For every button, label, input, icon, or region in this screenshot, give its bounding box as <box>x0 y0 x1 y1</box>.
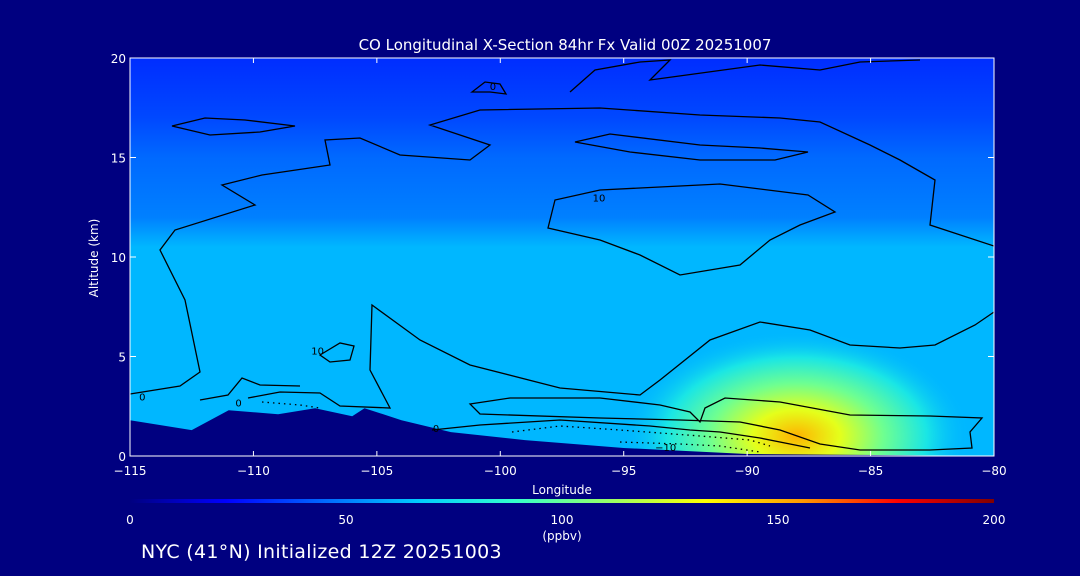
y-axis-label: Altitude (km) <box>87 219 101 298</box>
colorbar-strip <box>130 499 994 503</box>
colorbar: 0 50 100 150 200 (ppbv) <box>126 499 1005 543</box>
x-tick-label: −95 <box>611 464 636 478</box>
contour-line <box>468 397 984 451</box>
colorbar-tick-label: 150 <box>767 513 790 527</box>
contour-line <box>569 59 921 93</box>
contour-label: 0 <box>490 82 496 93</box>
x-axis-label: Longitude <box>532 483 592 497</box>
colorbar-tick-label: 0 <box>126 513 134 527</box>
colorbar-tick-label: 50 <box>338 513 353 527</box>
footer-caption: NYC (41°N) Initialized 12Z 20251003 <box>141 541 502 563</box>
co-plume <box>622 331 971 456</box>
contour-lines <box>130 59 994 453</box>
x-tick-label: −115 <box>114 464 147 478</box>
x-tick-label: −90 <box>734 464 759 478</box>
contour-line <box>574 133 809 161</box>
contour-label: 10 <box>593 193 606 204</box>
chart-title: CO Longitudinal X-Section 84hr Fx Valid … <box>359 36 772 54</box>
colorbar-units-label: (ppbv) <box>542 529 581 543</box>
contour-label: 10 <box>311 347 324 358</box>
contour-label: 0 <box>139 392 145 403</box>
contour-line <box>511 425 771 447</box>
y-tick-label: 0 <box>118 450 126 464</box>
x-tick-label: −105 <box>360 464 393 478</box>
contour-line <box>470 81 508 95</box>
y-tick-label: 15 <box>111 152 126 166</box>
contour-line <box>431 419 811 449</box>
x-tick-label: −100 <box>484 464 517 478</box>
contour-line <box>247 303 994 409</box>
contour-labels: 0 0 10 0 0 10 −10 <box>139 82 676 454</box>
contour-line <box>547 183 837 276</box>
contour-line <box>199 377 301 401</box>
contour-line <box>130 107 994 395</box>
x-axis: −115 −110 −105 −100 −95 −90 −85 −80 <box>114 58 1007 478</box>
x-tick-label: −80 <box>981 464 1006 478</box>
plot-area: 0 0 10 0 0 10 −10 <box>130 58 994 456</box>
contour-label: 0 <box>433 424 439 435</box>
contour-label: 0 <box>235 398 241 409</box>
y-tick-label: 10 <box>111 251 126 265</box>
x-tick-label: −110 <box>237 464 270 478</box>
colorbar-ticks: 0 50 100 150 200 <box>126 513 1005 527</box>
y-tick-label: 20 <box>111 52 126 66</box>
terrain-mask <box>130 408 994 456</box>
contour-line <box>171 117 296 136</box>
colorbar-tick-label: 100 <box>551 513 574 527</box>
contour-label: −10 <box>655 443 676 454</box>
contour-line <box>318 342 355 363</box>
colorbar-tick-label: 200 <box>983 513 1006 527</box>
x-tick-label: −85 <box>858 464 883 478</box>
y-axis: 0 5 10 15 20 <box>111 52 994 464</box>
y-tick-label: 5 <box>118 351 126 365</box>
